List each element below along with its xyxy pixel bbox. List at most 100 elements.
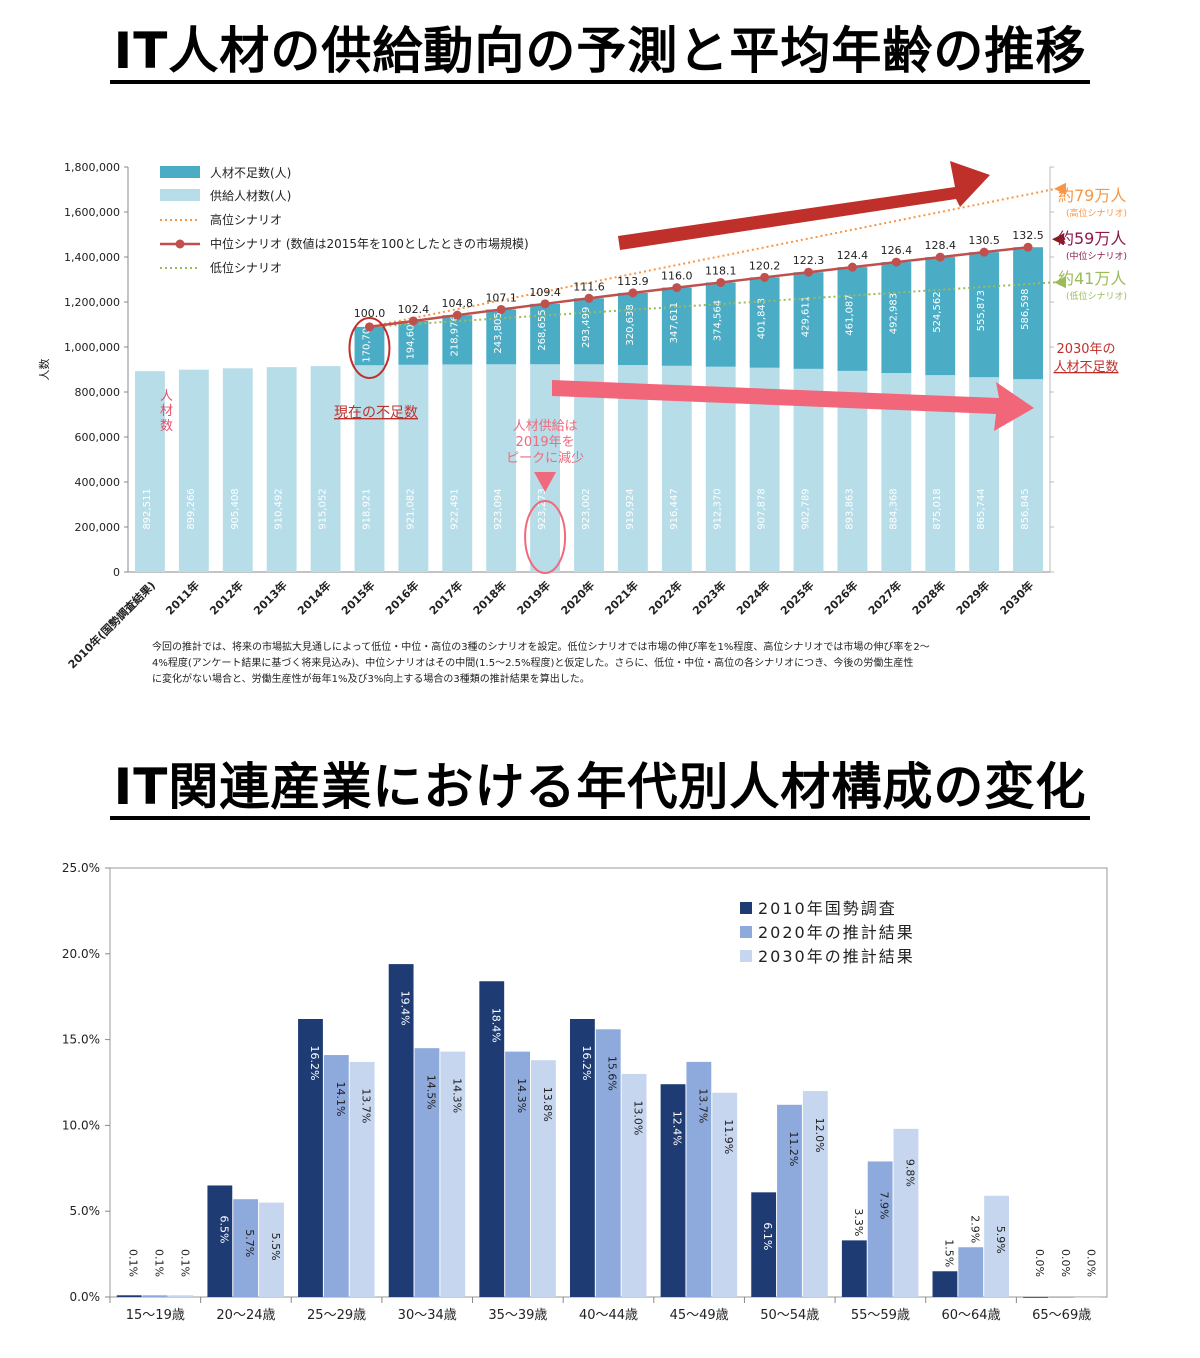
- y-tick-label: 200,000: [75, 521, 121, 534]
- x-tick-label: 2023年: [690, 578, 729, 617]
- y-tick-label: 25.0%: [62, 861, 100, 875]
- mid-index-label: 128.4: [924, 239, 956, 252]
- bar-value-label: 9.8%: [903, 1159, 916, 1187]
- bar-supply: [354, 365, 385, 572]
- plot-frame: [109, 867, 1108, 1298]
- mid-scenario-point: [891, 257, 901, 267]
- supply-value-label: 905,408: [230, 488, 241, 529]
- bar-0: [932, 1271, 958, 1297]
- chart-title-bottom: IT関連産業における年代別人材構成の変化: [0, 758, 1200, 820]
- footnote-line-2: 4%程度(アンケート結果に基づく将来見込み)、中位シナリオはその中間(1.5〜2…: [152, 658, 914, 669]
- x-tick-label: 15〜19歳: [126, 1308, 185, 1323]
- bar-value-label: 0.0%: [1085, 1249, 1098, 1277]
- x-tick-label: 2030年: [997, 578, 1036, 617]
- x-tick-label: 55〜59歳: [851, 1308, 910, 1323]
- supply-value-label: 902,789: [801, 488, 812, 529]
- x-tick-label: 25〜29歳: [307, 1308, 366, 1323]
- annotation-peak-3: ピークに減少: [506, 450, 584, 466]
- mid-index-label: 102.4: [398, 303, 430, 316]
- highlight-2019: [524, 500, 567, 574]
- x-tick-label: 60〜64歳: [941, 1308, 1000, 1323]
- bar-0: [1023, 1297, 1048, 1298]
- legend-marker-mid: [175, 239, 185, 249]
- mid-scenario-point: [540, 299, 550, 309]
- bar-value-label: 7.9%: [878, 1191, 891, 1219]
- bar-0: [569, 1019, 595, 1297]
- mid-scenario-point: [979, 247, 989, 257]
- bar-2: [802, 1091, 828, 1297]
- bar-value-label: 14.5%: [424, 1075, 437, 1110]
- y-tick-label: 20.0%: [62, 947, 100, 961]
- mid-index-label: 132.5: [1012, 229, 1044, 242]
- bar-supply: [266, 367, 297, 572]
- mid-scenario-point: [760, 272, 770, 282]
- mid-scenario-point: [716, 277, 726, 287]
- bar-value-label: 0.1%: [127, 1249, 140, 1277]
- peak-arrow: [534, 472, 557, 492]
- shortage-value-label: 401,843: [757, 298, 768, 339]
- x-tick-label: 2013年: [250, 578, 289, 617]
- shortage-value-label: 170,700: [361, 321, 372, 362]
- legend-label-0: 2010年国勢調査: [758, 899, 897, 918]
- supply-value-label: 921,082: [405, 488, 416, 529]
- x-tick-label: 2027年: [865, 578, 904, 617]
- supply-forecast-chart: 0 200,000 400,000 600,000 800,000 1,000,000 1,…: [38, 161, 1127, 671]
- mid-scenario-point: [496, 304, 506, 314]
- annotation-jinzaisu-char: 人: [160, 389, 173, 404]
- x-tick-label: 2011年: [163, 578, 202, 617]
- bar-value-label: 5.9%: [994, 1226, 1007, 1254]
- supply-value-label: 912,370: [713, 488, 724, 529]
- bar-supply: [574, 364, 604, 572]
- mid-index-label: 124.4: [837, 249, 869, 262]
- bar-1: [142, 1295, 168, 1297]
- annotation-peak-1: 人材供給は: [513, 419, 578, 434]
- bar-2: [168, 1295, 194, 1297]
- mid-index-label: 120.2: [749, 259, 781, 272]
- legend-swatch-shortage: [160, 166, 200, 178]
- mid-index-label: 122.3: [793, 254, 825, 267]
- bar-2: [259, 1202, 284, 1297]
- x-tick-label: 2020年: [558, 578, 597, 617]
- footnote-line-3: に変化がない場合と、労働生産性が毎年1%及び3%向上する場合の3種類の推計結果を…: [152, 674, 590, 685]
- high-marker: [1054, 182, 1066, 195]
- legend-swatch-2: [740, 950, 752, 962]
- mid-scenario-line: [369, 245, 1029, 329]
- bar-value-label: 14.1%: [334, 1082, 347, 1117]
- market-growth-arrow: [618, 161, 990, 250]
- y-tick-label: 600,000: [75, 431, 121, 444]
- shortage-value-label: 194,608: [405, 318, 416, 359]
- bar-value-label: 13.0%: [632, 1100, 645, 1135]
- y-tick-label: 1,600,000: [64, 206, 120, 219]
- supply-value-label: 899,266: [186, 488, 197, 529]
- bar-value-label: 6.1%: [761, 1222, 774, 1250]
- mid-index-label: 130.5: [968, 234, 1000, 247]
- bar-value-label: 2.9%: [968, 1215, 981, 1243]
- bar-supply: [442, 364, 473, 572]
- supply-value-label: 875,018: [932, 488, 943, 529]
- y-tick-label: 800,000: [75, 386, 121, 399]
- supply-value-label: 892,511: [142, 488, 153, 529]
- bar-value-label: 0.0%: [1059, 1249, 1072, 1277]
- x-tick-label: 20〜24歳: [216, 1308, 275, 1323]
- bar-supply: [310, 366, 341, 572]
- bar-shortage: [925, 257, 956, 376]
- low-value-label: 約41万人: [1058, 269, 1126, 288]
- x-tick-label: 2014年: [294, 578, 333, 617]
- bar-supply: [178, 369, 209, 572]
- bar-2: [893, 1128, 919, 1297]
- x-tick-label: 2029年: [953, 578, 992, 617]
- bar-value-label: 0.1%: [178, 1249, 191, 1277]
- y-tick-label: 1,000,000: [64, 341, 120, 354]
- legend-swatch-1: [740, 926, 752, 938]
- low-sub-label: (低位シナリオ): [1066, 290, 1127, 302]
- bar-shortage: [881, 262, 912, 374]
- x-tick-label: 35〜39歳: [488, 1308, 547, 1323]
- y-tick-label: 400,000: [75, 476, 121, 489]
- annotation-jinzaisu-char: 材: [160, 404, 173, 419]
- x-tick-label: 2017年: [426, 578, 465, 617]
- supply-value-label: 918,921: [361, 488, 372, 529]
- bar-value-label: 5.5%: [269, 1233, 282, 1261]
- supply-value-label: 923,094: [493, 488, 504, 529]
- bar-value-label: 0.0%: [1033, 1249, 1046, 1277]
